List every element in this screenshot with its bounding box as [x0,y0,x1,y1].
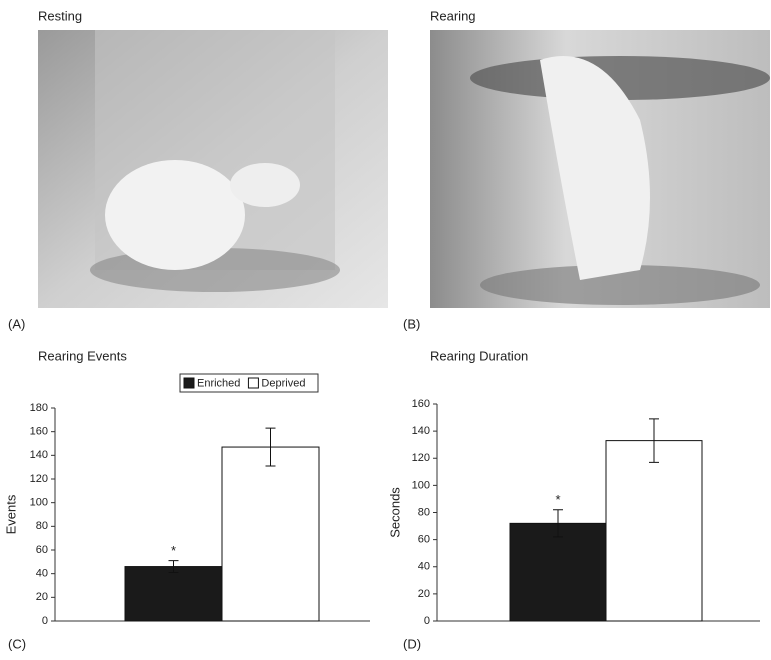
y-tick-label: 100 [30,497,48,509]
legend-label: Enriched [197,377,240,389]
annotation: * [555,492,560,507]
y-tick-label: 40 [418,561,430,573]
y-tick-label: 0 [424,615,430,627]
chart-title: Rearing Events [38,348,127,363]
bar [125,567,222,621]
y-tick-label: 80 [36,520,48,532]
y-tick-label: 140 [412,425,430,437]
legend-swatch [248,378,258,388]
y-tick-label: 60 [36,544,48,556]
panel-label: (A) [8,316,25,331]
annotation: * [171,543,176,558]
y-tick-label: 180 [30,402,48,414]
y-tick-label: 40 [36,568,48,580]
y-axis-label: Seconds [387,487,402,538]
bar [606,441,702,621]
bar [222,447,319,621]
figure: Resting (A) Rearing (B) Rearing Events (C… [0,0,771,660]
legend-swatch [184,378,194,388]
y-tick-label: 120 [412,452,430,464]
y-tick-label: 160 [30,426,48,438]
chart-title: Rearing Duration [430,348,528,363]
y-tick-label: 100 [412,479,430,491]
y-tick-label: 140 [30,449,48,461]
photo-title: Rearing [430,8,476,23]
panel-label: (C) [8,636,26,651]
legend-label: Deprived [261,377,305,389]
y-tick-label: 20 [36,591,48,603]
y-tick-label: 80 [418,506,430,518]
panel-label: (D) [403,636,421,651]
photo-title: Resting [38,8,82,23]
photo-resting [38,30,388,308]
photo-rearing [430,30,770,308]
y-axis-label: Events [3,494,18,534]
y-tick-label: 20 [418,588,430,600]
y-tick-label: 0 [42,615,48,627]
panel-label: (B) [403,316,420,331]
y-tick-label: 120 [30,473,48,485]
y-tick-label: 60 [418,534,430,546]
bar [510,523,606,621]
y-tick-label: 160 [412,398,430,410]
